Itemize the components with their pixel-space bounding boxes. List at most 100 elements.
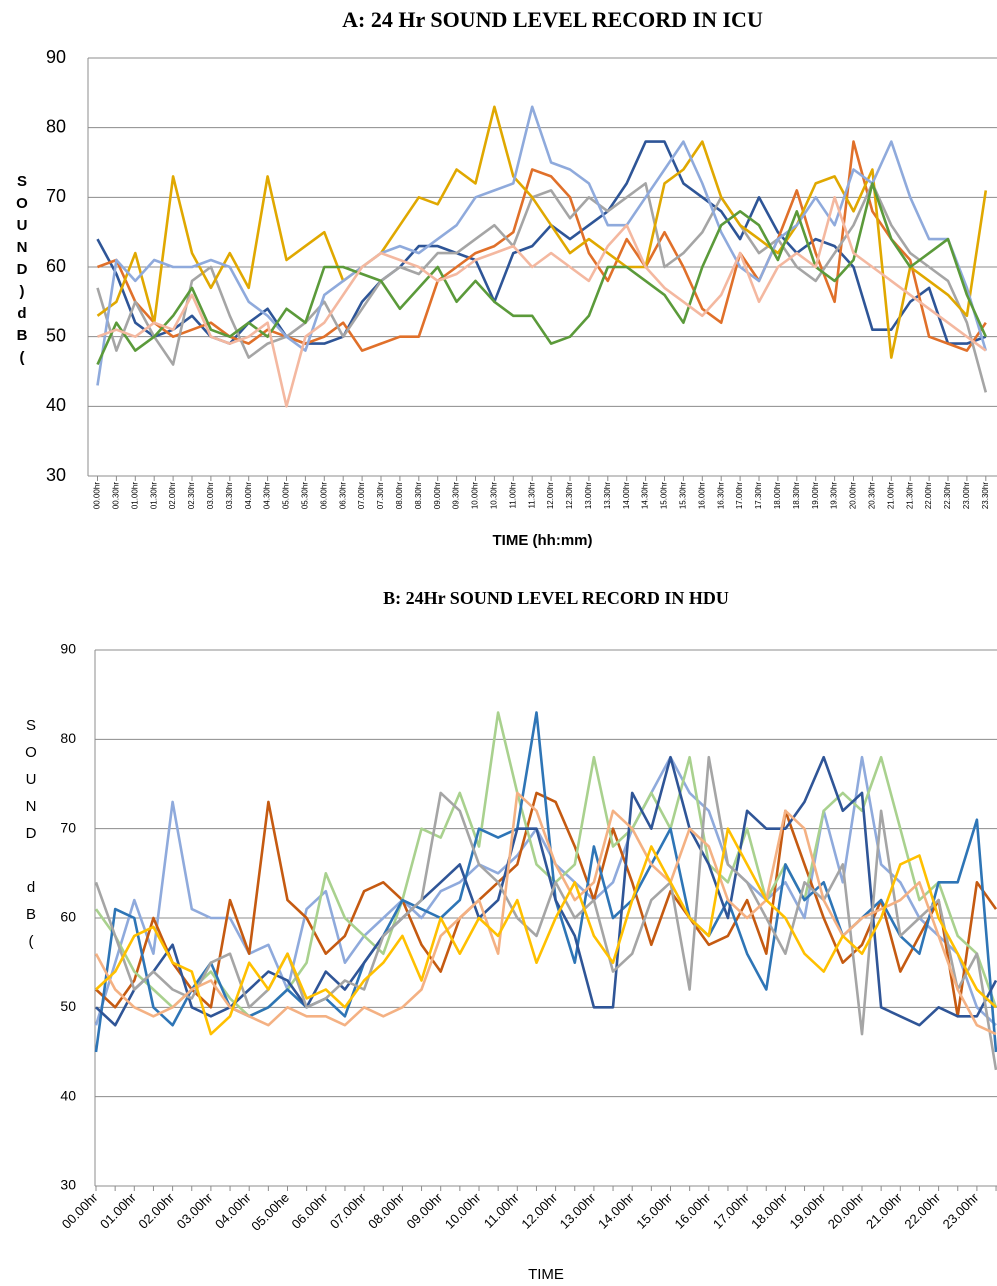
x-tick-label: 12.30hr (565, 482, 574, 509)
x-tick-label: 11.00hr (481, 1189, 523, 1231)
x-tick-label: 22.00hr (901, 1189, 943, 1231)
x-tick-label: 21.00hr (863, 1189, 905, 1231)
x-tick-label: 02.30hr (187, 482, 196, 509)
x-tick-label: 23.00hr (940, 1189, 982, 1231)
x-tick-label: 00.00hr (59, 1189, 101, 1231)
x-tick-label: 05.00he (248, 1190, 292, 1234)
x-tick-label: 09.00hr (403, 1189, 445, 1231)
x-tick-label: 07.00hr (357, 482, 366, 509)
x-tick-label: 08.00hr (395, 482, 404, 509)
x-tick-label: 04.30hr (263, 482, 272, 509)
x-tick-label: 22.30hr (943, 482, 952, 509)
x-tick-label: 03.30hr (225, 482, 234, 509)
x-tick-label: 11.00hr (508, 482, 517, 509)
x-tick-label: 15.30hr (679, 482, 688, 509)
x-tick-label: 07.30hr (376, 482, 385, 509)
y-tick-label: 40 (46, 395, 66, 415)
y-tick-label: 80 (46, 116, 66, 136)
x-tick-label: 02.00hr (168, 482, 177, 509)
y-tick-label: 80 (60, 730, 76, 746)
x-tick-label: 04.00hr (244, 482, 253, 509)
y-tick-label: 40 (60, 1087, 76, 1103)
x-tick-label: 18.00hr (773, 482, 782, 509)
x-tick-label: 21.30hr (905, 482, 914, 509)
x-tick-label: 10.00hr (442, 1189, 484, 1231)
x-tick-label: 17.00hr (710, 1189, 752, 1231)
x-tick-label: 22.00hr (924, 482, 933, 509)
x-tick-label: 16.00hr (672, 1189, 714, 1231)
x-tick-label: 20.30hr (868, 482, 877, 509)
x-tick-label: 01.00hr (97, 1189, 139, 1231)
y-tick-label: 70 (46, 186, 66, 206)
x-tick-label: 16.00hr (697, 482, 706, 509)
x-tick-label: 06.00hr (319, 482, 328, 509)
series-line (94, 711, 997, 1018)
x-tick-label: 01.30hr (149, 482, 158, 509)
x-tick-label: 00.00hr (93, 482, 102, 509)
y-tick-label: 60 (46, 256, 66, 276)
y-tick-label: 70 (60, 819, 76, 835)
chart-title: B: 24Hr SOUND LEVEL RECORD IN HDU (383, 588, 729, 608)
x-tick-label: 18.30hr (792, 482, 801, 509)
x-tick-label: 20.00hr (849, 482, 858, 509)
x-tick-label: 13.00hr (557, 1189, 599, 1231)
y-tick-label: 30 (60, 1177, 76, 1193)
chart-title: A: 24 Hr SOUND LEVEL RECORD IN ICU (342, 7, 763, 32)
x-tick-label: 14.00hr (595, 1189, 637, 1231)
x-axis-title: TIME (528, 1266, 564, 1283)
series-line (96, 105, 988, 359)
x-tick-label: 15.00hr (660, 482, 669, 509)
y-tick-label: 30 (46, 465, 66, 485)
x-tick-label: 09.00hr (433, 482, 442, 509)
x-tick-label: 23.00hr (962, 482, 971, 509)
series-line (95, 755, 997, 1027)
x-tick-label: 05.00hr (282, 482, 291, 509)
x-tick-label: 13.30hr (603, 482, 612, 509)
x-tick-label: 06.30hr (338, 482, 347, 509)
y-tick-label: 50 (60, 998, 76, 1014)
series-line (96, 182, 988, 393)
x-tick-label: 20.00hr (825, 1189, 867, 1231)
x-tick-label: 10.00hr (471, 482, 480, 509)
x-tick-label: 16.30hr (716, 482, 725, 509)
y-axis-title: S O U N D) d B( (16, 173, 28, 366)
x-tick-label: 14.00hr (622, 482, 631, 509)
x-tick-label: 14.30hr (641, 482, 650, 509)
series-line (95, 827, 997, 1036)
x-tick-label: 15.00hr (633, 1189, 675, 1231)
x-tick-label: 13.00hr (584, 482, 593, 509)
x-tick-label: 21.00hr (886, 482, 895, 509)
series-line (94, 755, 997, 1071)
series-line (97, 140, 987, 352)
x-tick-label: 05.30hr (301, 482, 310, 509)
x-tick-label: 10.30hr (490, 482, 499, 509)
x-tick-label: 19.00hr (811, 482, 820, 509)
x-tick-label: 18.00hr (748, 1189, 790, 1231)
x-tick-label: 11.30hr (527, 482, 536, 509)
x-tick-label: 19.00hr (786, 1189, 828, 1231)
x-tick-label: 12.00hr (546, 482, 555, 509)
x-axis-title: TIME (hh:mm) (493, 532, 593, 549)
x-tick-label: 03.00hr (206, 482, 215, 509)
x-tick-label: 19.30hr (830, 482, 839, 509)
series-line (95, 791, 997, 1018)
x-tick-label: 06.00hr (289, 1189, 331, 1231)
x-tick-label: 23.30hr (981, 482, 990, 509)
x-tick-label: 12.00hr (518, 1189, 560, 1231)
x-tick-label: 02.00hr (135, 1189, 177, 1231)
x-tick-label: 00.30hr (112, 482, 121, 509)
x-tick-label: 17.30hr (754, 482, 763, 509)
y-tick-label: 90 (60, 641, 76, 657)
x-tick-label: 03.00hr (174, 1189, 216, 1231)
series-line (96, 182, 987, 366)
y-tick-label: 50 (46, 325, 66, 345)
x-tick-label: 01.00hr (130, 482, 139, 509)
series-line (94, 791, 997, 1036)
x-tick-label: 08.00hr (365, 1189, 407, 1231)
x-tick-label: 04.00hr (212, 1189, 254, 1231)
x-tick-label: 08.30hr (414, 482, 423, 509)
series-line (96, 105, 988, 386)
y-tick-label: 60 (60, 909, 76, 925)
